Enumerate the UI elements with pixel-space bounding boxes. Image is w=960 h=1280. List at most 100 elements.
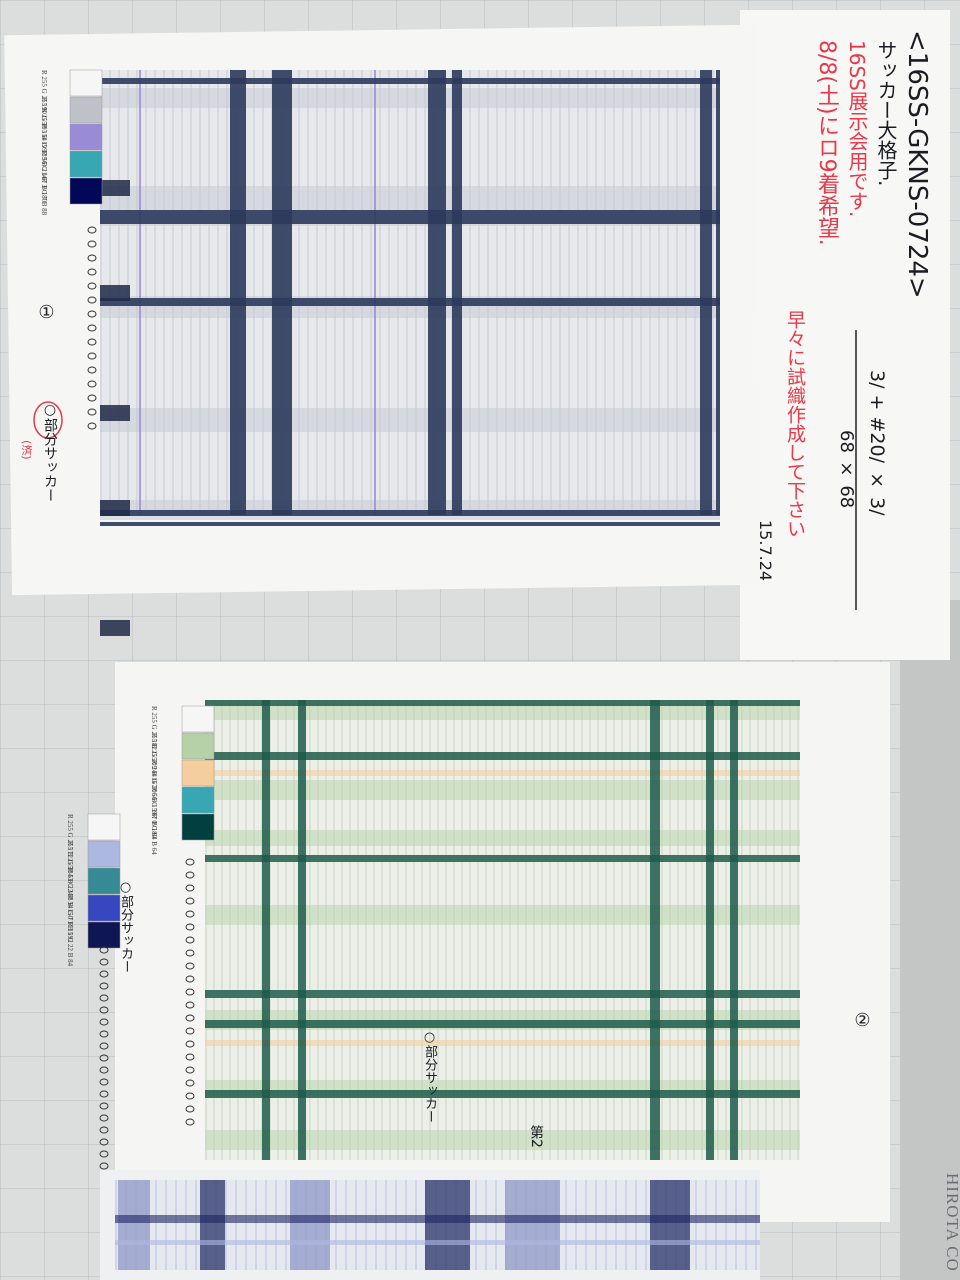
plaid-stripe: [501, 700, 503, 1160]
plaid-stripe: [405, 700, 407, 1160]
plaid-stripe: [325, 700, 327, 1160]
plaid-left: [100, 70, 720, 636]
color-swatch: [69, 69, 103, 97]
loop-mark: [185, 858, 195, 866]
plaid-stripe: [706, 700, 714, 1160]
plaid-stripe: [559, 70, 561, 515]
plaid-stripe: [349, 700, 351, 1160]
loop-mark: [185, 1079, 195, 1087]
plaid-stripe: [445, 700, 447, 1160]
plaid-stripe: [735, 1180, 737, 1270]
plaid-stripe: [478, 70, 480, 515]
plaid-stripe: [136, 70, 138, 515]
right-sheet-note: 第2: [528, 1125, 544, 1148]
plaid-stripe: [290, 1180, 330, 1270]
plaid-stripe: [604, 70, 606, 515]
plaid-stripe: [335, 1180, 337, 1270]
plaid-stripe: [541, 700, 543, 1160]
plaid-stripe: [549, 700, 551, 1160]
plaid-stripe: [523, 70, 525, 515]
plaid-stripe: [425, 1180, 470, 1270]
plaid-stripe: [406, 70, 408, 515]
plaid-stripe: [415, 70, 417, 515]
plaid-stripe: [685, 700, 687, 1160]
plaid-stripe: [205, 752, 800, 760]
plaid-stripe: [388, 70, 390, 515]
plaid-edge-band: [100, 180, 130, 196]
plaid-stripe: [100, 88, 720, 108]
plaid-stripe: [405, 1180, 407, 1270]
plaid-stripe: [541, 70, 543, 515]
plaid-stripe: [621, 700, 623, 1160]
plaid-stripe: [373, 700, 375, 1160]
plaid-stripe: [255, 1180, 257, 1270]
plaid-stripe: [100, 298, 720, 306]
plaid-stripe: [477, 700, 479, 1160]
sample-number-left: ①: [36, 302, 57, 323]
plaid-stripe: [145, 70, 147, 515]
color-swatch: [181, 813, 215, 841]
loop-mark: [99, 1018, 109, 1026]
loop-mark: [87, 296, 97, 304]
plaid-stripe: [773, 700, 775, 1160]
swatch-rgb-label: R 182 G 209 B 167: [150, 733, 158, 788]
plaid-stripe: [341, 700, 343, 1160]
loop-mark: [87, 240, 97, 248]
plaid-stripe: [605, 700, 607, 1160]
plaid-stripe: [237, 700, 239, 1160]
plaid-stripe: [307, 70, 309, 515]
plaid-stripe: [725, 700, 727, 1160]
plaid-stripe: [221, 700, 223, 1160]
plaid-stripe: [395, 1180, 397, 1270]
plaid-stripe: [745, 1180, 747, 1270]
plaid-stripe: [517, 700, 519, 1160]
loop-mark: [87, 352, 97, 360]
plaid-edge-band: [100, 500, 130, 516]
loop-mark: [185, 897, 195, 905]
swatch-rgb-label: R 56 G 167 B 180: [40, 151, 48, 203]
loop-mark: [185, 936, 195, 944]
plaid-stripe: [429, 700, 431, 1160]
plaid-stripe: [550, 70, 552, 515]
color-swatch: [87, 840, 121, 868]
swatch-rgb-label: R 190 G 193 B 199: [40, 97, 48, 152]
plaid-stripe: [650, 1180, 690, 1270]
plaid-stripe: [205, 855, 800, 862]
plaid-stripe: [424, 70, 426, 515]
loop-mark: [87, 366, 97, 374]
plaid-stripe: [437, 700, 439, 1160]
plaid-stripe: [509, 700, 511, 1160]
plaid-stripe: [741, 700, 743, 1160]
plaid-stripe: [226, 70, 228, 515]
plaid-stripe: [757, 700, 759, 1160]
spec-bottom: 68 × 68: [836, 430, 857, 509]
plaid-stripe: [298, 700, 306, 1160]
loop-mark: [87, 408, 97, 416]
loop-mark: [87, 422, 97, 430]
loop-marks-right: [99, 858, 195, 1170]
plaid-stripe: [262, 700, 270, 1160]
color-swatch: [181, 786, 215, 814]
loop-mark: [87, 282, 97, 290]
plaid-stripe: [200, 1180, 225, 1270]
swatches-right-b: [87, 813, 121, 949]
sample-label-right-b: ○部分サッカー: [422, 1030, 437, 1123]
plaid-bottom: [115, 1180, 760, 1270]
plaid-stripe: [485, 700, 487, 1160]
plaid-stripe: [677, 700, 679, 1160]
loop-mark: [185, 1118, 195, 1126]
plaid-stripe: [352, 70, 354, 515]
plaid-stripe: [115, 1215, 760, 1223]
plaid-stripe: [615, 1180, 617, 1270]
plaid-stripe: [139, 70, 141, 515]
plaid-stripe: [205, 700, 207, 1160]
plaid-stripe: [485, 1180, 487, 1270]
plaid-stripe: [605, 1180, 607, 1270]
loop-mark: [185, 1092, 195, 1100]
plaid-stripe: [730, 700, 738, 1160]
plaid-stripe: [650, 700, 660, 1160]
plaid-stripe: [557, 700, 559, 1160]
plaid-stripe: [717, 700, 719, 1160]
plaid-stripe: [613, 70, 615, 515]
